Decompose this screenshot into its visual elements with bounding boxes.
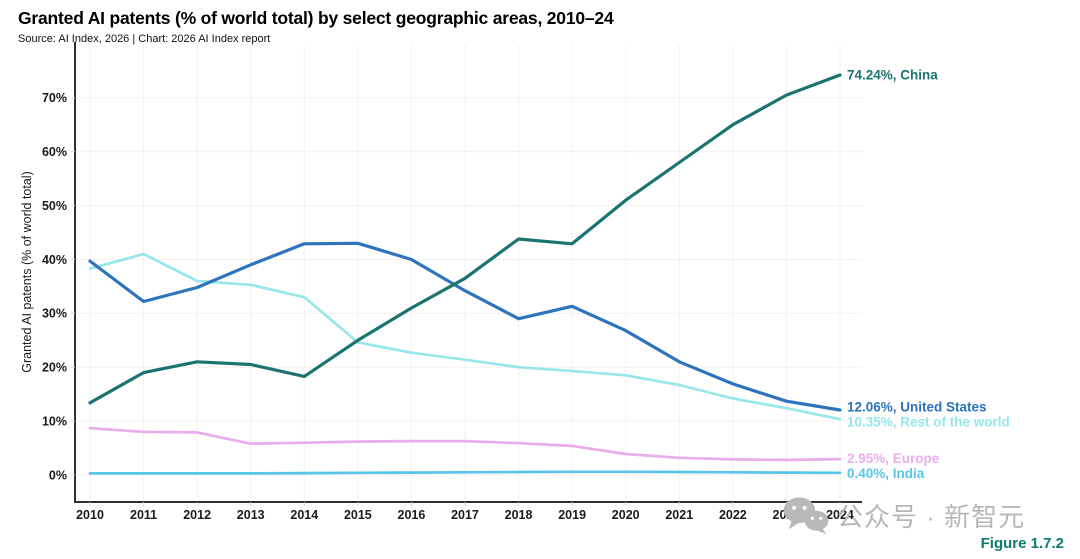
- x-tick-label: 2018: [505, 508, 533, 522]
- series-line-india: [88, 470, 842, 475]
- x-tick-label: 2017: [451, 508, 479, 522]
- x-tick-label: 2016: [398, 508, 426, 522]
- y-tick-label: 50%: [42, 199, 67, 213]
- x-tick-label: 2021: [665, 508, 693, 522]
- x-tick-label: 2011: [130, 508, 157, 522]
- figure-number: Figure 1.7.2: [980, 535, 1064, 552]
- series-end-label-china: 74.24%, China: [847, 67, 938, 82]
- x-tick-label: 2015: [344, 508, 372, 522]
- x-tick-label: 2024: [826, 508, 854, 522]
- series-end-label-europe: 2.95%, Europe: [847, 451, 940, 466]
- chart-title: Granted AI patents (% of world total) by…: [18, 8, 614, 28]
- y-tick-label: 70%: [42, 91, 67, 105]
- y-tick-label: 20%: [42, 361, 67, 375]
- series-line-china: [88, 73, 842, 405]
- y-tick-label: 30%: [42, 307, 67, 321]
- x-tick-label: 2012: [183, 508, 211, 522]
- y-tick-label: 10%: [42, 414, 67, 428]
- series-end-label-rest-of-the-world: 10.35%, Rest of the world: [847, 415, 1010, 430]
- y-tick-label: 40%: [42, 253, 67, 267]
- x-tick-label: 2014: [290, 508, 318, 522]
- y-tick-label: 60%: [42, 145, 67, 159]
- series-end-label-india: 0.40%, India: [847, 466, 925, 481]
- chart-source: Source: AI Index, 2026 | Chart: 2026 AI …: [18, 33, 271, 45]
- x-tick-label: 2022: [719, 508, 747, 522]
- x-tick-label: 2013: [237, 508, 265, 522]
- x-tick-label: 2010: [76, 508, 104, 522]
- y-tick-label: 0%: [49, 468, 67, 482]
- series-end-label-united-states: 12.06%, United States: [847, 400, 987, 415]
- x-tick-label: 2023: [773, 508, 801, 522]
- series-line-rest-of-the-world: [88, 252, 842, 421]
- x-tick-label: 2020: [612, 508, 640, 522]
- x-tick-label: 2019: [558, 508, 586, 522]
- series-line-united-states: [88, 241, 842, 412]
- series-line-europe: [88, 426, 842, 462]
